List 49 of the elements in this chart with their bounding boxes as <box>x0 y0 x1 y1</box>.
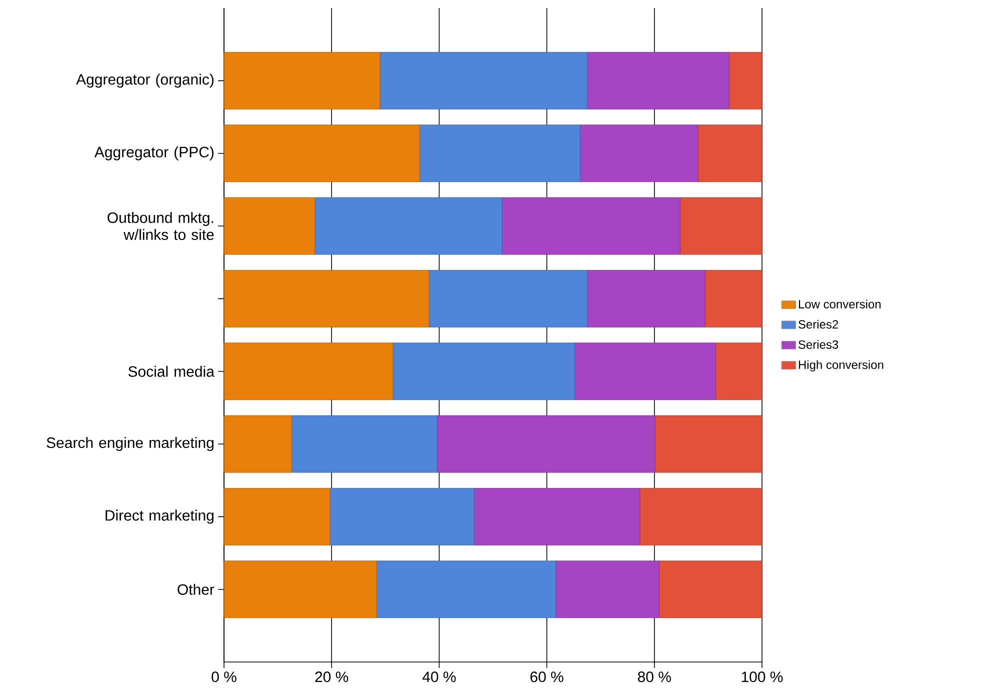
x-tick-label: 80 % <box>638 672 671 682</box>
legend-label: High conversion <box>798 360 884 372</box>
bar <box>314 197 502 255</box>
bar <box>224 560 377 618</box>
y-tick-label: Social media <box>128 366 214 377</box>
y-tick-label: Outbound mktg. w/links to site <box>108 212 214 240</box>
bar <box>502 197 680 255</box>
bar <box>659 560 762 618</box>
bar <box>704 270 762 328</box>
bar <box>224 197 316 255</box>
y-tick-label: Aggregator (organic) <box>76 74 214 88</box>
bar <box>556 560 660 618</box>
bar <box>224 415 292 473</box>
bar <box>586 270 706 328</box>
y-tick-label: Other <box>178 584 214 595</box>
legend-label: Low conversion <box>798 300 881 308</box>
bar <box>428 270 588 328</box>
x-tick-label: 40 % <box>422 672 456 682</box>
bar <box>224 124 420 182</box>
bar <box>380 52 588 110</box>
x-tick-label: 20 % <box>315 672 348 682</box>
bar <box>698 124 762 182</box>
bar <box>716 342 762 400</box>
bar <box>376 560 556 618</box>
bar <box>224 342 394 400</box>
y-tick-label: Search engine marketing <box>46 437 214 451</box>
bar <box>640 488 762 546</box>
bar <box>474 488 640 546</box>
bar <box>436 415 656 473</box>
x-tick-label: 0 % <box>212 672 236 682</box>
bar <box>224 488 330 546</box>
bar <box>224 270 430 328</box>
bar <box>728 52 762 110</box>
bar <box>330 488 474 546</box>
bar <box>574 342 716 400</box>
bar <box>292 415 438 473</box>
bar <box>420 124 580 182</box>
y-tick-label: Aggregator (PPC) <box>94 146 214 160</box>
x-tick-label: 100 % <box>742 672 783 682</box>
bar <box>392 342 575 400</box>
legend-label: Series3 <box>798 340 838 349</box>
bar <box>224 52 380 110</box>
bar <box>654 415 762 473</box>
bar <box>680 197 762 255</box>
bar <box>586 52 730 110</box>
bar <box>580 124 698 182</box>
y-tick-label: Direct marketing <box>106 510 214 524</box>
x-tick-label: 60 % <box>530 672 564 682</box>
legend-label: Series2 <box>798 320 838 329</box>
